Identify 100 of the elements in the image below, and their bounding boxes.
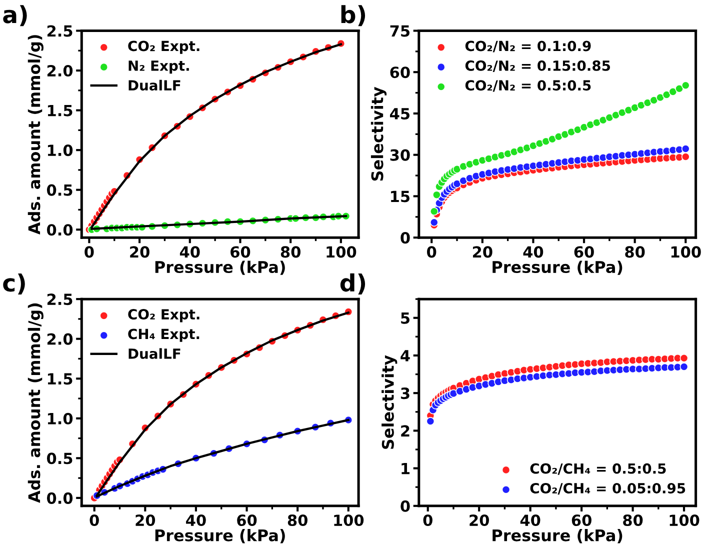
x-axis-title: Pressure (kPa)	[492, 529, 622, 544]
y-tick-label: 2.0	[47, 333, 73, 345]
y-tick-label: 2.5	[47, 25, 72, 37]
point	[510, 148, 518, 156]
x-tick-label: 40	[520, 514, 540, 526]
x-tick-label: 100	[670, 514, 700, 526]
legend-label: CO₂/CH₄ = 0.05:0.95	[530, 482, 686, 495]
y-tick-label: 0.0	[46, 492, 73, 504]
point	[430, 207, 438, 216]
y-tick-label: 1.5	[48, 104, 72, 116]
point	[548, 134, 556, 144]
text: d)	[340, 273, 366, 294]
point	[459, 176, 468, 185]
legend-label: CO₂/N₂ = 0.5:0.5	[465, 80, 591, 92]
point	[465, 174, 474, 183]
y-tick-label: 4	[400, 350, 410, 362]
y-tick-label: 5	[401, 312, 410, 324]
legend-label: DualLF	[128, 80, 180, 91]
point	[430, 218, 438, 227]
y-tick-label: 0	[400, 232, 410, 244]
point	[432, 190, 441, 200]
point	[681, 144, 690, 153]
y-tick-label: 75	[390, 25, 410, 37]
point	[598, 116, 608, 124]
point	[662, 90, 671, 99]
point	[675, 84, 684, 93]
y-tick-label: 0.0	[46, 224, 73, 236]
x-tick-label: 20	[470, 514, 489, 526]
y-tick-label: 2.5	[47, 294, 72, 306]
x-axis-title: Pressure (kPa)	[155, 529, 285, 544]
x-tick-label: 0	[427, 246, 436, 258]
x-tick-label: 80	[280, 246, 300, 258]
point	[650, 96, 658, 104]
point	[668, 87, 678, 96]
point	[681, 81, 690, 90]
y-tick-label: 2.0	[47, 64, 73, 77]
x-tick-label: 20	[136, 514, 156, 526]
y-tick-label: 45	[390, 108, 410, 120]
x-tick-label: 20	[472, 246, 492, 258]
x-tick-label: 80	[623, 514, 643, 526]
point	[656, 93, 664, 102]
x-tick-label: 100	[326, 246, 356, 258]
legend-label: CO₂/N₂ = 0.1:0.9	[465, 40, 591, 52]
x-tick-label: 60	[572, 514, 592, 526]
x-tick-label: 40	[186, 514, 206, 526]
x-tick-label: 60	[230, 246, 250, 258]
y-tick-label: 0.5	[46, 452, 72, 464]
text: c)	[3, 273, 25, 294]
y-tick-label: 3	[400, 388, 410, 400]
point	[573, 126, 582, 134]
point	[528, 142, 538, 150]
x-tick-label: 0	[90, 514, 99, 526]
x-axis-title: Pressure (kPa)	[492, 260, 622, 275]
point	[636, 100, 646, 110]
point	[681, 152, 690, 161]
legend-label: N₂ Expt.	[128, 60, 189, 74]
point	[426, 417, 435, 426]
point	[554, 132, 563, 141]
legend-label: CO₂ Expt.	[128, 309, 200, 322]
legend-label: CO₂ Expt.	[128, 40, 200, 54]
point	[630, 103, 640, 112]
y-tick-label: 1.0	[48, 144, 73, 156]
x-tick-label: 100	[671, 246, 701, 258]
x-tick-label: 20	[130, 246, 150, 258]
point	[452, 164, 462, 174]
point	[680, 354, 688, 362]
x-tick-label: 60	[574, 246, 594, 258]
y-tick-label: 1.5	[48, 373, 72, 385]
legend-label: CO₂/N₂ = 0.15:0.85	[465, 60, 610, 72]
x-tick-label: 100	[334, 514, 364, 526]
legend-label: CH₄ Expt.	[128, 328, 200, 342]
point	[605, 113, 614, 122]
y-tick-label: 0	[400, 500, 410, 512]
y-tick-label: 60	[390, 66, 410, 78]
text: b)	[341, 5, 366, 26]
legend-label: DualLF	[128, 348, 180, 359]
x-tick-label: 40	[523, 246, 544, 258]
y-tick-label: 1.0	[48, 412, 73, 424]
y-tick-label: 30	[390, 149, 410, 161]
y-tick-label: 15	[391, 190, 410, 202]
point	[680, 362, 688, 371]
y-tick-label: 0.5	[46, 184, 72, 196]
y-axis-title: Selectivity	[370, 86, 387, 181]
y-tick-label: 1	[402, 462, 410, 474]
x-tick-label: 0	[84, 246, 94, 258]
point	[643, 98, 652, 107]
x-tick-label: 80	[288, 514, 308, 526]
point	[452, 180, 462, 188]
y-axis-title: Selectivity	[382, 355, 398, 449]
point	[592, 118, 601, 127]
point	[618, 108, 626, 117]
x-tick-label: 60	[237, 514, 257, 526]
x-tick-label: 80	[625, 246, 645, 258]
point	[586, 120, 595, 130]
legend-label: CO₂/CH₄ = 0.5:0.5	[530, 463, 666, 475]
x-tick-label: 40	[180, 246, 200, 258]
x-axis-title: Pressure (kPa)	[155, 260, 285, 275]
x-tick-label: 0	[423, 514, 432, 526]
y-tick-label: 2	[401, 425, 410, 436]
y-axis-title: Ads. amount (mmol/g)	[28, 35, 44, 235]
